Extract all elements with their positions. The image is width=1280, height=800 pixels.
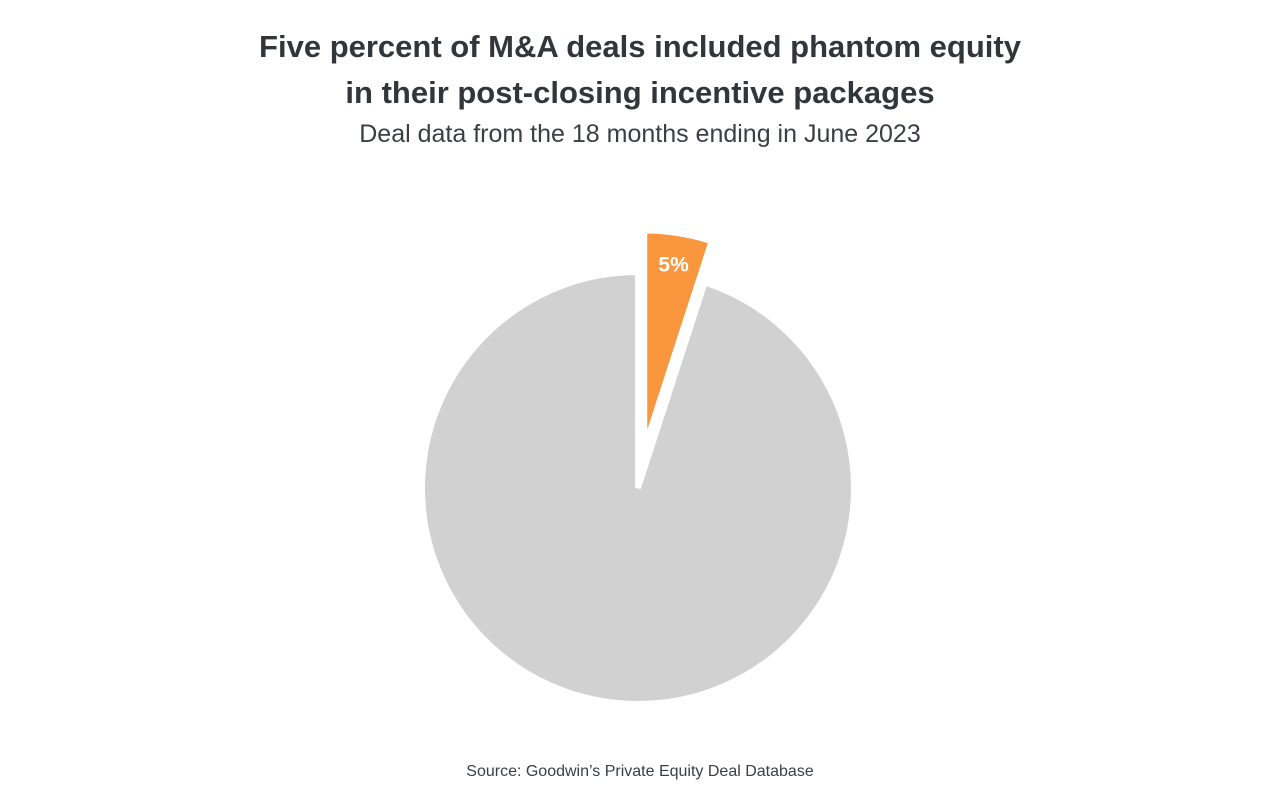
pie-slice-label-0: 5%	[658, 253, 689, 276]
source-note: Source: Goodwin’s Private Equity Deal Da…	[466, 763, 814, 780]
chart-subtitle: Deal data from the 18 months ending in J…	[359, 120, 921, 148]
chart-title-line-1: Five percent of M&A deals included phant…	[259, 29, 1021, 64]
chart-title-line-2: in their post-closing incentive packages	[345, 75, 935, 110]
pie-slice-0	[641, 227, 716, 450]
pie-slice-1	[419, 268, 857, 707]
chart-title: Five percent of M&A deals included phant…	[0, 24, 1280, 116]
